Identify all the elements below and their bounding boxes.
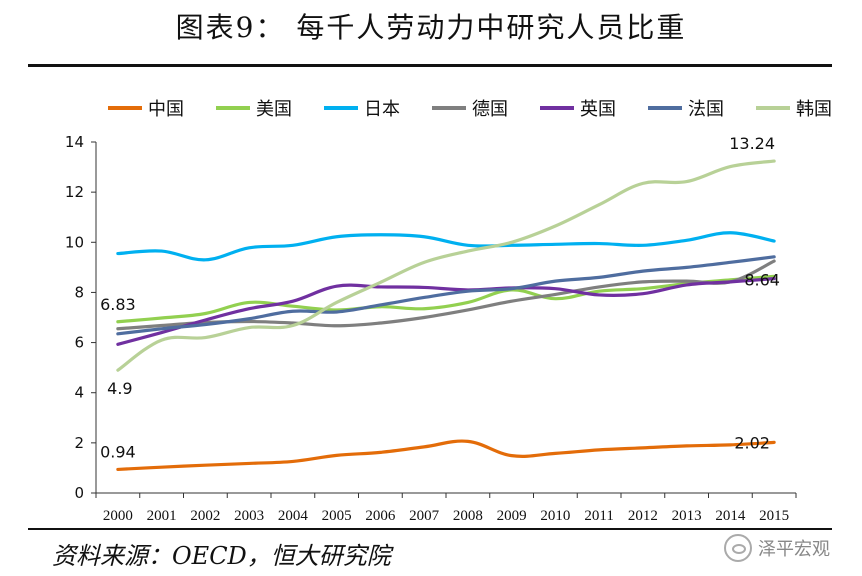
- y-tick-label: 10: [65, 233, 84, 251]
- data-label: 2.02: [734, 433, 770, 452]
- series-line-英国: [116, 277, 776, 346]
- source-rule: [28, 528, 832, 530]
- x-tick-label: 2014: [715, 508, 746, 524]
- x-tick-label: 2002: [190, 508, 220, 524]
- x-tick-label: 2011: [584, 508, 613, 524]
- legend-label: 韩国: [796, 99, 832, 120]
- x-tick-label: 2000: [103, 508, 133, 524]
- y-tick-label: 4: [74, 384, 84, 402]
- y-tick-label: 2: [74, 434, 84, 452]
- legend-label: 中国: [148, 99, 184, 120]
- x-tick-label: 2007: [409, 508, 440, 524]
- wechat-icon: [724, 534, 752, 562]
- chart-axes: 0 2 4 6 8 10 12 14 2000 2001 2002 2003 2004 2005 2006 2…: [65, 133, 797, 524]
- x-tick-label: 2013: [672, 508, 702, 524]
- series-line-法国: [116, 255, 776, 336]
- x-tick-label: 2001: [147, 508, 177, 524]
- legend-label: 美国: [256, 99, 292, 120]
- legend-label: 英国: [580, 99, 616, 120]
- chart-series-lines: [116, 159, 776, 472]
- x-tick-label: 2008: [453, 508, 483, 524]
- series-line-韩国: [116, 159, 776, 372]
- x-tick-label: 2015: [759, 508, 789, 524]
- x-tick-label: 2005: [322, 508, 352, 524]
- legend-label: 德国: [472, 99, 508, 120]
- y-tick-label: 6: [74, 334, 84, 352]
- series-line-美国: [116, 274, 776, 324]
- chart-title: 图表9： 每千人劳动力中研究人员比重: [175, 11, 687, 44]
- x-tick-label: 2009: [497, 508, 527, 524]
- data-label: 4.9: [107, 379, 132, 398]
- watermark: 泽平宏观: [724, 534, 830, 562]
- x-tick-label: 2012: [628, 508, 658, 524]
- data-label: 13.24: [729, 134, 775, 153]
- x-tick-label: 2006: [365, 508, 396, 524]
- x-tick-label: 2004: [278, 508, 309, 524]
- legend-label: 日本: [364, 99, 400, 120]
- title-rule: [28, 64, 832, 67]
- data-label: 8.64: [744, 270, 780, 289]
- source-note: 资料来源：OECD，恒大研究院: [52, 542, 391, 570]
- chart-data-labels: 6.83 4.9 0.94 13.24 8.64 2.02: [100, 134, 780, 461]
- chart-legend: 中国 美国 日本 德国 英国 法国 韩国: [108, 99, 832, 120]
- watermark-text: 泽平宏观: [758, 539, 830, 560]
- y-tick-label: 8: [74, 283, 84, 301]
- x-tick-label: 2003: [234, 508, 264, 524]
- series-line-中国: [116, 439, 776, 472]
- y-tick-label: 14: [65, 133, 84, 151]
- y-tick-label: 12: [65, 183, 84, 201]
- data-label: 0.94: [100, 442, 136, 461]
- y-tick-label: 0: [74, 484, 84, 502]
- series-line-日本: [116, 231, 776, 262]
- x-tick-label: 2010: [540, 508, 570, 524]
- legend-label: 法国: [688, 99, 724, 120]
- data-label: 6.83: [100, 295, 136, 314]
